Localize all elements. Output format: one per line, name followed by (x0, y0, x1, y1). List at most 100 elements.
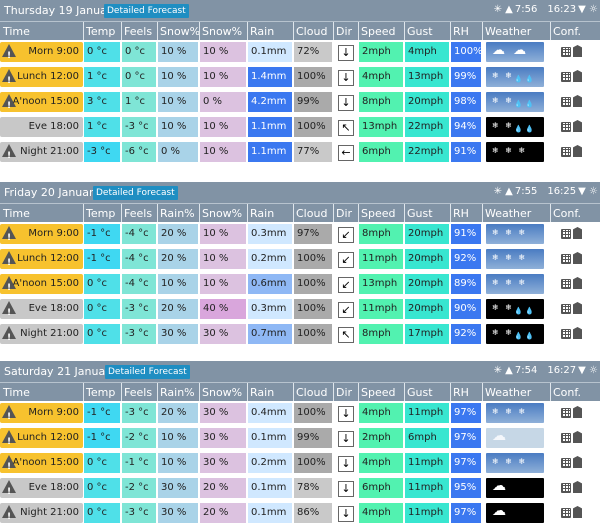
column-header-rainp[interactable]: Rain% (160, 386, 195, 399)
confidence-icon[interactable] (561, 226, 585, 242)
gust-cell: 13mph (405, 67, 449, 87)
column-header-dir[interactable]: Dir (336, 25, 353, 38)
confidence-icon[interactable] (561, 144, 585, 160)
warning-icon[interactable] (2, 251, 16, 273)
column-header-cloud[interactable]: Cloud (296, 25, 328, 38)
confidence-icon[interactable] (561, 455, 585, 471)
time-cell: A'noon 15:00 (0, 453, 83, 477)
confidence-icon[interactable] (561, 301, 585, 317)
column-header-speed[interactable]: Speed (361, 207, 396, 220)
column-divider (247, 204, 248, 222)
column-header-rh[interactable]: RH (453, 207, 469, 220)
rh-cell: 97% (451, 503, 481, 523)
confidence-icon[interactable] (561, 480, 585, 496)
weather-glyph: ❄ ❄ ❄ (492, 457, 528, 466)
warning-icon[interactable] (2, 301, 16, 323)
gust-cell: 20mph (405, 274, 449, 294)
column-header-temp[interactable]: Temp (86, 207, 116, 220)
column-header-dir[interactable]: Dir (336, 386, 353, 399)
sunset-icon: ▼ ☼ (578, 186, 598, 197)
column-header-conf[interactable]: Conf. (553, 25, 581, 38)
rainp-cell: 10 % (158, 67, 198, 87)
column-header-time[interactable]: Time (3, 25, 30, 38)
confidence-icon[interactable] (561, 405, 585, 421)
column-header-speed[interactable]: Speed (361, 386, 396, 399)
time-label: Night 21:00 (20, 507, 79, 518)
warning-icon[interactable] (2, 94, 16, 116)
temp-cell: 0 °c (84, 324, 120, 344)
column-divider (450, 22, 451, 40)
warning-icon[interactable] (2, 226, 16, 248)
column-header-conf[interactable]: Conf. (553, 207, 581, 220)
confidence-icon[interactable] (561, 44, 585, 60)
column-header-weather[interactable]: Weather (485, 207, 532, 220)
column-header-speed[interactable]: Speed (361, 25, 396, 38)
snowp-cell: 10 % (200, 117, 246, 137)
tag-icon (573, 70, 582, 82)
confidence-icon[interactable] (561, 69, 585, 85)
column-header-gust[interactable]: Gust (407, 386, 433, 399)
rh-cell: 91% (451, 142, 481, 162)
warning-icon[interactable] (2, 430, 16, 452)
wind-direction-arrow-icon: ↓ (338, 70, 354, 86)
column-header-gust[interactable]: Gust (407, 25, 433, 38)
column-header-rh[interactable]: RH (453, 386, 469, 399)
column-header-conf[interactable]: Conf. (553, 386, 581, 399)
confidence-icon[interactable] (561, 119, 585, 135)
column-header-dir[interactable]: Dir (336, 207, 353, 220)
confidence-icon[interactable] (561, 430, 585, 446)
column-header-time[interactable]: Time (3, 207, 30, 220)
column-header-snowp[interactable]: Snow% (202, 207, 243, 220)
column-header-gust[interactable]: Gust (407, 207, 433, 220)
column-header-time[interactable]: Time (3, 386, 30, 399)
calendar-grid-icon (561, 458, 571, 468)
warning-icon[interactable] (2, 480, 16, 502)
warning-icon[interactable] (2, 69, 16, 91)
column-header-snowp[interactable]: Snow% (202, 386, 243, 399)
column-header-cloud[interactable]: Cloud (296, 386, 328, 399)
column-header-rainp[interactable]: Rain% (160, 207, 195, 220)
detailed-forecast-button[interactable]: Detailed Forecast (104, 4, 189, 18)
feels-cell: -4 °c (122, 274, 156, 294)
column-header-feels[interactable]: Feels (124, 25, 153, 38)
column-header-rain[interactable]: Rain (250, 25, 275, 38)
gust-cell: 20mph (405, 224, 449, 244)
column-header-cloud[interactable]: Cloud (296, 207, 328, 220)
temp-cell: -3 °c (84, 142, 120, 162)
time-label: Morn 9:00 (28, 407, 79, 418)
warning-icon[interactable] (2, 144, 16, 166)
column-header-temp[interactable]: Temp (86, 25, 116, 38)
column-header-weather[interactable]: Weather (485, 386, 532, 399)
warning-icon[interactable] (2, 44, 16, 66)
column-header-weather[interactable]: Weather (485, 25, 532, 38)
rainp-cell: 10 % (158, 92, 198, 112)
rh-cell: 98% (451, 92, 481, 112)
detailed-forecast-button[interactable]: Detailed Forecast (93, 186, 178, 200)
column-header-feels[interactable]: Feels (124, 207, 153, 220)
column-header-rain[interactable]: Rain (250, 207, 275, 220)
time-label: Lunch 12:00 (17, 432, 79, 443)
rain-cell: 4.2mm (248, 92, 292, 112)
day-header: Thursday 19 January Detailed Forecast ✳ ▲ 7… (0, 0, 600, 21)
confidence-icon[interactable] (561, 276, 585, 292)
confidence-icon[interactable] (561, 251, 585, 267)
confidence-icon[interactable] (561, 505, 585, 521)
column-header-rainp[interactable]: Snow% (160, 25, 201, 38)
gust-cell: 20mph (405, 249, 449, 269)
detailed-forecast-button[interactable]: Detailed Forecast (105, 365, 190, 379)
column-header-rh[interactable]: RH (453, 25, 469, 38)
warning-icon[interactable] (2, 405, 16, 427)
weather-sleet-icon: ❄ ❄ 💧 💧 (486, 324, 544, 344)
column-header-temp[interactable]: Temp (86, 386, 116, 399)
column-header-rain[interactable]: Rain (250, 386, 275, 399)
warning-icon[interactable] (2, 326, 16, 348)
time-label: Morn 9:00 (28, 228, 79, 239)
column-header-feels[interactable]: Feels (124, 386, 153, 399)
wind-direction-arrow-icon: ↓ (338, 431, 354, 447)
warning-icon[interactable] (2, 455, 16, 477)
confidence-icon[interactable] (561, 94, 585, 110)
confidence-icon[interactable] (561, 326, 585, 342)
warning-icon[interactable] (2, 276, 16, 298)
warning-icon[interactable] (2, 505, 16, 527)
column-header-snowp[interactable]: Snow% (202, 25, 243, 38)
